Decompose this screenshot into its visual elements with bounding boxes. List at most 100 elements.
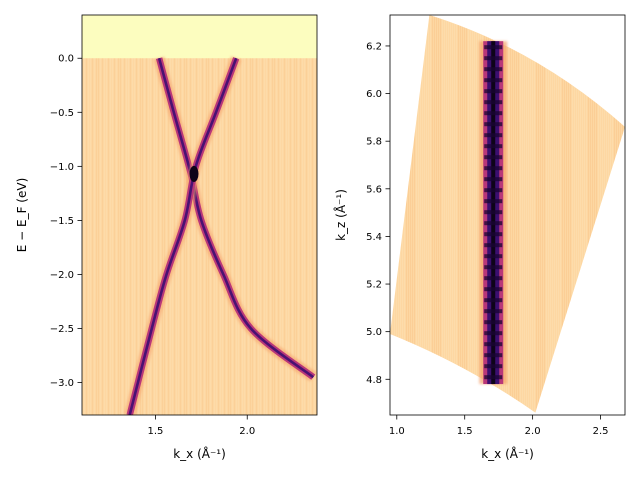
kz-map-region <box>390 15 625 413</box>
right-y-tick-label: 5.2 <box>366 280 382 291</box>
left-y-tick-label: 0.0 <box>58 54 74 65</box>
noise-streak <box>452 15 453 413</box>
noise-streak <box>536 15 537 413</box>
kz-band-bead <box>484 144 503 149</box>
noise-streak <box>296 58 297 415</box>
noise-streak <box>134 58 135 415</box>
noise-streak <box>96 58 97 415</box>
noise-streak <box>586 15 587 413</box>
left-x-tick-label: 2.0 <box>239 426 255 437</box>
right-y-tick-label: 6.2 <box>366 41 382 52</box>
noise-streak <box>564 15 565 413</box>
noise-streak <box>114 58 115 415</box>
noise-streak <box>264 58 265 415</box>
kz-band-bead <box>484 199 503 204</box>
noise-streak <box>602 15 603 413</box>
noise-streak <box>292 58 293 415</box>
noise-streak <box>98 58 99 415</box>
noise-streak <box>454 15 455 413</box>
kz-band-bead <box>484 331 503 336</box>
kz-band-bead <box>484 111 503 116</box>
noise-streak <box>268 58 269 415</box>
noise-streak <box>444 15 445 413</box>
noise-streak <box>430 15 431 413</box>
noise-streak <box>442 15 443 413</box>
noise-streak <box>172 58 173 415</box>
noise-streak <box>548 15 549 413</box>
kz-band-bead <box>484 155 503 160</box>
noise-streak <box>278 58 279 415</box>
noise-streak <box>542 15 543 413</box>
noise-streak <box>166 58 167 415</box>
noise-streak <box>574 15 575 413</box>
noise-streak <box>138 58 139 415</box>
noise-streak <box>300 58 301 415</box>
noise-streak <box>160 58 161 415</box>
noise-streak <box>244 58 245 415</box>
kz-map-panel: 1.0 1.5 2.0 2.5 4.8 5.0 5.2 5.4 5.6 5.8 6.0 6.2 k_… <box>333 14 626 461</box>
noise-streak <box>90 58 91 415</box>
right-x-tick-label: 2.5 <box>593 426 609 437</box>
noise-streak <box>614 15 615 413</box>
kz-band-bead <box>484 276 503 281</box>
noise-streak <box>592 15 593 413</box>
right-y-tick-label: 5.8 <box>366 137 382 148</box>
noise-streak <box>514 15 515 413</box>
noise-streak <box>280 58 281 415</box>
noise-streak <box>312 58 313 415</box>
noise-streak <box>242 58 243 415</box>
noise-streak <box>200 58 201 415</box>
noise-streak <box>572 15 573 413</box>
noise-streak <box>522 15 523 413</box>
noise-streak <box>562 15 563 413</box>
band-dispersion-panel: 1.5 2.0 0.0 −0.5 −1.0 −1.5 −2.0 −2.5 −3.0 k_x (… <box>15 14 318 461</box>
noise-streak <box>518 15 519 413</box>
left-y-axis-label: E − E_F (eV) <box>15 178 29 253</box>
noise-streak <box>460 15 461 413</box>
noise-streak <box>170 58 171 415</box>
noise-streak <box>194 58 195 415</box>
left-x-ticks: 1.5 2.0 <box>147 415 255 437</box>
right-x-tick-label: 1.5 <box>457 426 473 437</box>
noise-streak <box>436 15 437 413</box>
noise-streak <box>304 58 305 415</box>
noise-streak <box>314 58 315 415</box>
left-x-axis-label: k_x (Å⁻¹) <box>173 446 226 461</box>
right-x-tick-label: 1.0 <box>389 426 405 437</box>
noise-streak <box>298 58 299 415</box>
noise-streak <box>570 15 571 413</box>
noise-streak <box>198 58 199 415</box>
noise-streak <box>158 58 159 415</box>
noise-streak <box>150 58 151 415</box>
noise-streak <box>110 58 111 415</box>
kz-band-bead <box>484 45 503 50</box>
noise-streak <box>416 15 417 413</box>
noise-streak <box>512 15 513 413</box>
kz-band-bead <box>484 210 503 215</box>
noise-streak <box>168 58 169 415</box>
noise-streak <box>284 58 285 415</box>
left-y-tick-label: −3.0 <box>50 378 74 389</box>
noise-streak <box>568 15 569 413</box>
noise-streak <box>152 58 153 415</box>
noise-streak <box>116 58 117 415</box>
noise-streak <box>588 15 589 413</box>
noise-streak <box>316 58 317 415</box>
noise-streak <box>282 58 283 415</box>
kz-band-bead <box>484 232 503 237</box>
noise-streak <box>132 58 133 415</box>
kz-band-bead <box>484 89 503 94</box>
noise-streak <box>552 15 553 413</box>
noise-streak <box>516 15 517 413</box>
noise-streak <box>558 15 559 413</box>
noise-streak <box>126 58 127 415</box>
kz-band-bead <box>484 298 503 303</box>
noise-streak <box>418 15 419 413</box>
noise-streak <box>396 15 397 413</box>
noise-streak <box>406 15 407 413</box>
noise-streak <box>424 15 425 413</box>
right-y-tick-label: 4.8 <box>366 375 382 386</box>
noise-streak <box>478 15 479 413</box>
noise-streak <box>618 15 619 413</box>
